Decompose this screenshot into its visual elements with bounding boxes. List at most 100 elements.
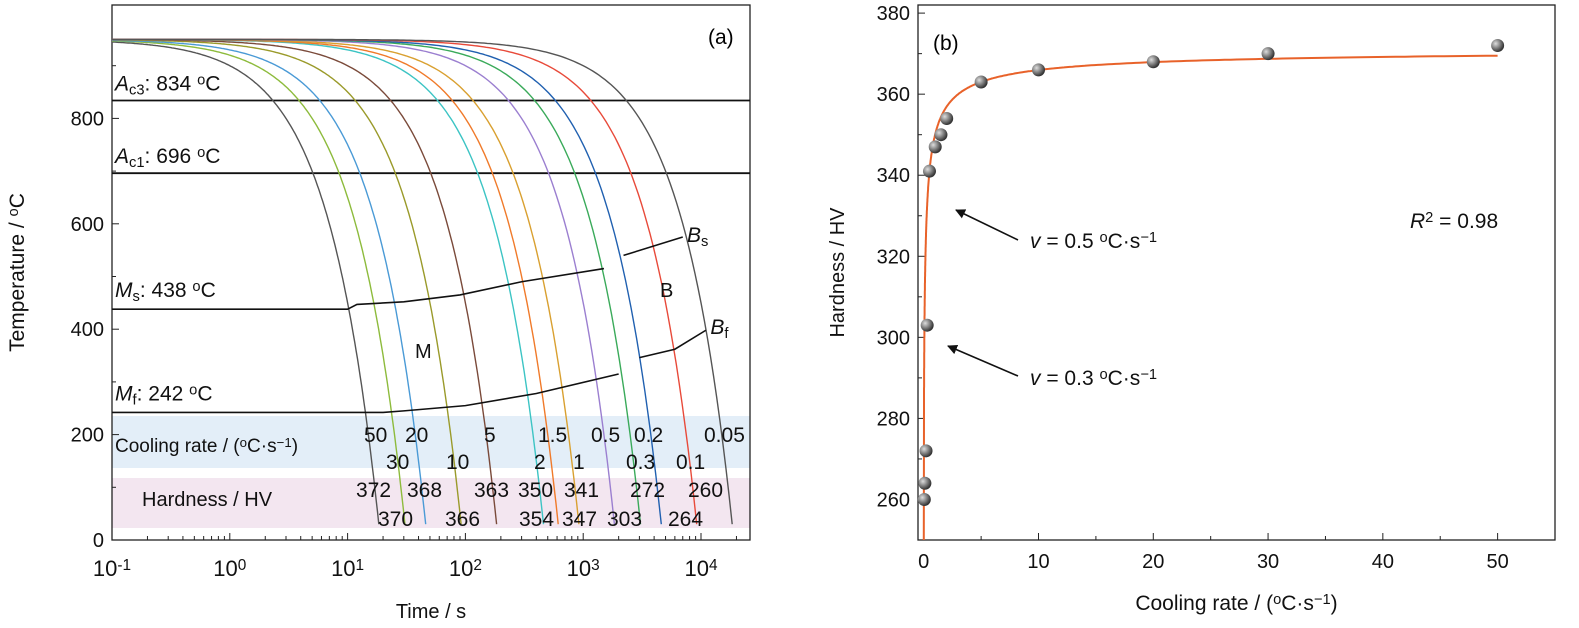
hardness-value: 303 — [607, 508, 642, 531]
hardness-value: 260 — [688, 479, 723, 502]
x-tick-label: 50 — [1486, 551, 1508, 573]
text-part: −1 — [1140, 367, 1157, 383]
y-axis-label: Temperature / oC — [6, 193, 29, 352]
hardness-value: 370 — [378, 508, 413, 531]
x-tick-label: 10 — [1027, 551, 1049, 573]
text-part: ) — [292, 436, 298, 457]
text-part: o — [6, 208, 22, 216]
cooling-rate-band-label: Cooling rate / (oC·s−1) — [115, 435, 298, 457]
hardness-band — [112, 478, 750, 528]
text-part: −1 — [277, 435, 292, 450]
data-point — [928, 140, 942, 154]
text-part: o — [1099, 230, 1107, 246]
data-point — [1032, 63, 1046, 77]
text-part: 10 — [213, 556, 237, 581]
x-tick-label: 100 — [213, 556, 246, 581]
hardness-value: 354 — [519, 508, 554, 531]
text-part: s — [133, 289, 140, 305]
x-tick-label: 0 — [918, 551, 929, 573]
text-part: C — [205, 145, 220, 168]
text-part: c1 — [129, 155, 145, 171]
axes-frame — [917, 4, 1556, 541]
y-tick-label: 0 — [93, 530, 104, 552]
text-part: : 834 — [145, 72, 198, 95]
text-part: o — [240, 435, 247, 450]
text-part: = 0.3 — [1041, 367, 1100, 390]
y-tick-label: 340 — [877, 165, 910, 187]
martensite-region-label: M — [415, 341, 432, 363]
text-part: R — [1410, 210, 1425, 233]
hardness-value: 372 — [356, 479, 391, 502]
bf-label: Bf — [710, 316, 729, 342]
y-tick-label: 300 — [877, 327, 910, 349]
y-tick-label: 200 — [71, 425, 104, 447]
data-point — [1491, 39, 1505, 53]
text-part: v — [1030, 230, 1042, 253]
annotation-arrow — [955, 209, 1019, 241]
cooling-curve-30 — [111, 40, 406, 525]
text-part: 10 — [567, 556, 591, 581]
text-part: 3 — [591, 557, 600, 574]
rate-annotation: v = 0.3 oC·s−1 — [1030, 367, 1157, 390]
text-part: Cooling rate / ( — [115, 436, 240, 457]
data-point — [922, 164, 936, 178]
rate-annotation: v = 0.5 oC·s−1 — [1030, 230, 1157, 253]
cooling-rate-value: 1.5 — [538, 424, 567, 447]
hardness-value: 272 — [630, 479, 665, 502]
cooling-curve-50 — [111, 41, 380, 525]
text-part: C·s — [247, 436, 277, 457]
cooling-rate-value: 0.3 — [626, 451, 655, 474]
text-part: C·s — [1281, 592, 1314, 615]
ms-line — [112, 267, 605, 310]
text-part: o — [1099, 367, 1107, 383]
y-axis-label: Hardness / HV — [827, 207, 849, 338]
text-part: 2 — [1425, 210, 1433, 226]
data-point — [920, 318, 934, 332]
cooling-rate-value: 10 — [446, 451, 469, 474]
text-part: C — [197, 382, 212, 405]
cooling-rate-value: 50 — [364, 424, 387, 447]
critical-temp-label: Ac3: 834 oC — [113, 72, 220, 98]
hardness-value: 368 — [407, 479, 442, 502]
bs-line — [623, 236, 683, 257]
text-part: : 696 — [145, 145, 198, 168]
ms-label: Ms: 438 oC — [115, 279, 216, 305]
x-tick-label: 102 — [449, 556, 482, 581]
hardness-band-label: Hardness / HV — [142, 489, 273, 511]
y-tick-label: 380 — [877, 3, 910, 25]
y-tick-label: 320 — [877, 246, 910, 268]
cooling-curve-0.05 — [112, 38, 733, 525]
x-axis-label: Cooling rate / (oC·s−1) — [1135, 592, 1337, 615]
bf-line — [639, 329, 707, 359]
text-part: C·s — [1108, 230, 1141, 253]
r-squared-label: R2 = 0.98 — [1410, 210, 1498, 233]
text-part: o — [189, 382, 197, 398]
panel-b-hardness-plot: 260 280 300 320 340 360 380 0 10 20 30 40 50 Cooling … — [827, 3, 1556, 615]
critical-temp-label: Ac1: 696 oC — [113, 145, 220, 171]
mf-label: Mf: 242 oC — [115, 382, 212, 408]
text-part: 2 — [473, 557, 482, 574]
text-part: 4 — [709, 557, 718, 574]
text-part: ) — [1331, 592, 1338, 615]
panel-a-label: (a) — [708, 26, 734, 49]
x-tick-label: 104 — [684, 556, 717, 581]
text-part: Cooling rate / ( — [1135, 592, 1273, 615]
x-tick-label: 103 — [567, 556, 600, 581]
x-tick-label: 30 — [1257, 551, 1279, 573]
data-point — [974, 75, 988, 89]
cooling-rate-value: 0.2 — [634, 424, 663, 447]
cooling-rate-value: 1 — [573, 451, 585, 474]
text-part: C — [6, 193, 29, 208]
x-tick-label: 20 — [1142, 551, 1164, 573]
text-part: 10 — [449, 556, 473, 581]
cooling-rate-value: 2 — [534, 451, 546, 474]
text-part: : 438 — [140, 279, 193, 302]
data-point — [940, 111, 954, 125]
data-point — [918, 476, 932, 490]
mf-line — [112, 373, 619, 414]
text-part: B — [687, 224, 701, 247]
text-part: B — [710, 316, 724, 339]
hardness-value: 341 — [564, 479, 599, 502]
panel-b-label: (b) — [933, 32, 959, 55]
